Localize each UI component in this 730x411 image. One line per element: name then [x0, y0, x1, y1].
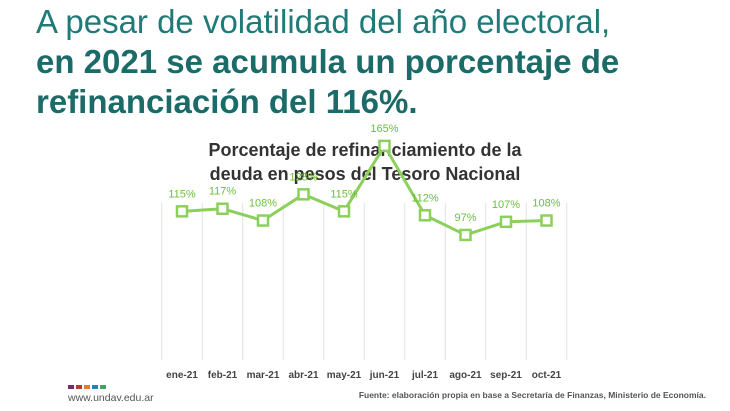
- x-tick-label: ene-21: [166, 370, 198, 381]
- data-point: [418, 209, 432, 222]
- headline-line-1: A pesar de volatilidad del año electoral…: [36, 3, 611, 40]
- x-tick-label: oct-21: [532, 370, 562, 381]
- logo-swatch: [84, 385, 90, 389]
- series-line: [181, 144, 547, 237]
- data-point: [459, 228, 472, 242]
- data-label: 107%: [492, 199, 520, 211]
- headline-line-3: refinanciación del 116%.: [36, 83, 418, 120]
- x-tick-label: abr-21: [288, 370, 318, 381]
- chart-title-line-1: Porcentaje de refinanciamiento de la: [208, 140, 522, 160]
- data-label: 115%: [330, 188, 358, 200]
- logo-swatch: [100, 385, 106, 389]
- data-point: [337, 205, 351, 218]
- data-label: 108%: [532, 198, 560, 210]
- logo-swatch: [68, 385, 74, 389]
- x-tick-label: jun-21: [369, 370, 400, 381]
- x-tick-label: may-21: [327, 370, 362, 381]
- chart-title: Porcentaje de refinanciamiento de la deu…: [150, 138, 580, 186]
- x-tick-label: ago-21: [449, 370, 482, 381]
- data-label: 165%: [370, 123, 398, 135]
- data-label: 97%: [454, 212, 476, 224]
- data-point: [297, 188, 310, 201]
- logo-swatch: [92, 385, 98, 389]
- data-label: 112%: [411, 192, 439, 204]
- undav-logo: [68, 385, 106, 389]
- data-label: 108%: [249, 198, 277, 210]
- logo-swatch: [76, 385, 82, 389]
- data-point: [378, 139, 391, 153]
- data-label: 128%: [289, 171, 317, 183]
- data-point: [175, 205, 189, 218]
- chart-title-line-2: deuda en pesos del Tesoro Nacional: [209, 164, 521, 184]
- x-tick-label: mar-21: [247, 370, 280, 381]
- data-point: [499, 215, 513, 229]
- data-point: [540, 214, 553, 227]
- data-point: [256, 214, 270, 227]
- x-tick-label: jul-21: [411, 370, 439, 381]
- data-label: 115%: [168, 188, 196, 200]
- data-label: 117%: [209, 186, 237, 198]
- site-url[interactable]: www.undav.edu.ar: [68, 392, 154, 404]
- source-note: Fuente: elaboración propia en base a Sec…: [358, 390, 706, 400]
- headline-line-2: en 2021 se acumula un porcentaje de: [36, 43, 620, 80]
- headline: A pesar de volatilidad del año electoral…: [36, 2, 726, 122]
- data-point: [216, 202, 229, 215]
- x-tick-label: sep-21: [490, 370, 522, 381]
- x-tick-label: feb-21: [208, 370, 238, 381]
